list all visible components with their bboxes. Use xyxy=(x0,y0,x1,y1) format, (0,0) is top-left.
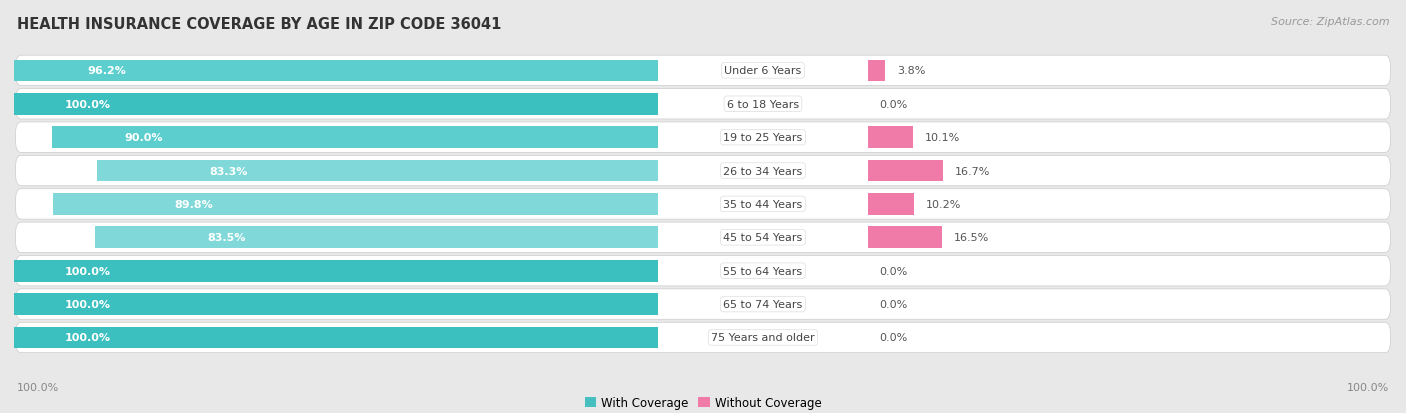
Bar xyxy=(868,227,942,249)
Bar xyxy=(96,227,658,249)
Bar xyxy=(0,294,658,315)
Bar xyxy=(97,160,658,182)
Text: 10.1%: 10.1% xyxy=(925,133,960,143)
Bar xyxy=(868,160,943,182)
Text: 16.5%: 16.5% xyxy=(953,233,988,243)
Text: HEALTH INSURANCE COVERAGE BY AGE IN ZIP CODE 36041: HEALTH INSURANCE COVERAGE BY AGE IN ZIP … xyxy=(17,17,502,31)
Text: 35 to 44 Years: 35 to 44 Years xyxy=(723,199,803,209)
Text: 19 to 25 Years: 19 to 25 Years xyxy=(723,133,803,143)
FancyBboxPatch shape xyxy=(15,56,1391,86)
Text: 45 to 54 Years: 45 to 54 Years xyxy=(723,233,803,243)
Text: 0.0%: 0.0% xyxy=(880,333,908,343)
Legend: With Coverage, Without Coverage: With Coverage, Without Coverage xyxy=(585,396,821,409)
Text: 6 to 18 Years: 6 to 18 Years xyxy=(727,100,799,109)
Text: 83.5%: 83.5% xyxy=(208,233,246,243)
FancyBboxPatch shape xyxy=(15,189,1391,220)
FancyBboxPatch shape xyxy=(15,223,1391,253)
Bar xyxy=(53,194,658,215)
Text: 100.0%: 100.0% xyxy=(1347,382,1389,392)
Text: 0.0%: 0.0% xyxy=(880,299,908,309)
Text: 100.0%: 100.0% xyxy=(65,266,111,276)
Text: 83.3%: 83.3% xyxy=(209,166,247,176)
Bar xyxy=(0,260,658,282)
Text: 96.2%: 96.2% xyxy=(87,66,127,76)
Text: 0.0%: 0.0% xyxy=(880,266,908,276)
Bar xyxy=(868,194,914,215)
Text: 90.0%: 90.0% xyxy=(124,133,163,143)
FancyBboxPatch shape xyxy=(15,256,1391,286)
Bar xyxy=(868,127,912,149)
Text: 65 to 74 Years: 65 to 74 Years xyxy=(723,299,803,309)
FancyBboxPatch shape xyxy=(15,323,1391,353)
Text: Under 6 Years: Under 6 Years xyxy=(724,66,801,76)
Text: 89.8%: 89.8% xyxy=(174,199,212,209)
Text: 100.0%: 100.0% xyxy=(65,299,111,309)
FancyBboxPatch shape xyxy=(15,289,1391,320)
Text: 0.0%: 0.0% xyxy=(880,100,908,109)
FancyBboxPatch shape xyxy=(15,156,1391,186)
Text: 3.8%: 3.8% xyxy=(897,66,925,76)
Text: 16.7%: 16.7% xyxy=(955,166,990,176)
Bar xyxy=(10,60,658,82)
Bar xyxy=(0,94,658,115)
Bar xyxy=(0,327,658,349)
Text: 55 to 64 Years: 55 to 64 Years xyxy=(723,266,803,276)
Text: 100.0%: 100.0% xyxy=(65,333,111,343)
FancyBboxPatch shape xyxy=(15,89,1391,120)
Text: 100.0%: 100.0% xyxy=(65,100,111,109)
Text: 26 to 34 Years: 26 to 34 Years xyxy=(723,166,803,176)
Text: 100.0%: 100.0% xyxy=(17,382,59,392)
Text: Source: ZipAtlas.com: Source: ZipAtlas.com xyxy=(1271,17,1389,26)
Bar xyxy=(52,127,658,149)
Bar xyxy=(868,60,884,82)
Text: 10.2%: 10.2% xyxy=(925,199,960,209)
Text: 75 Years and older: 75 Years and older xyxy=(711,333,814,343)
FancyBboxPatch shape xyxy=(15,123,1391,153)
